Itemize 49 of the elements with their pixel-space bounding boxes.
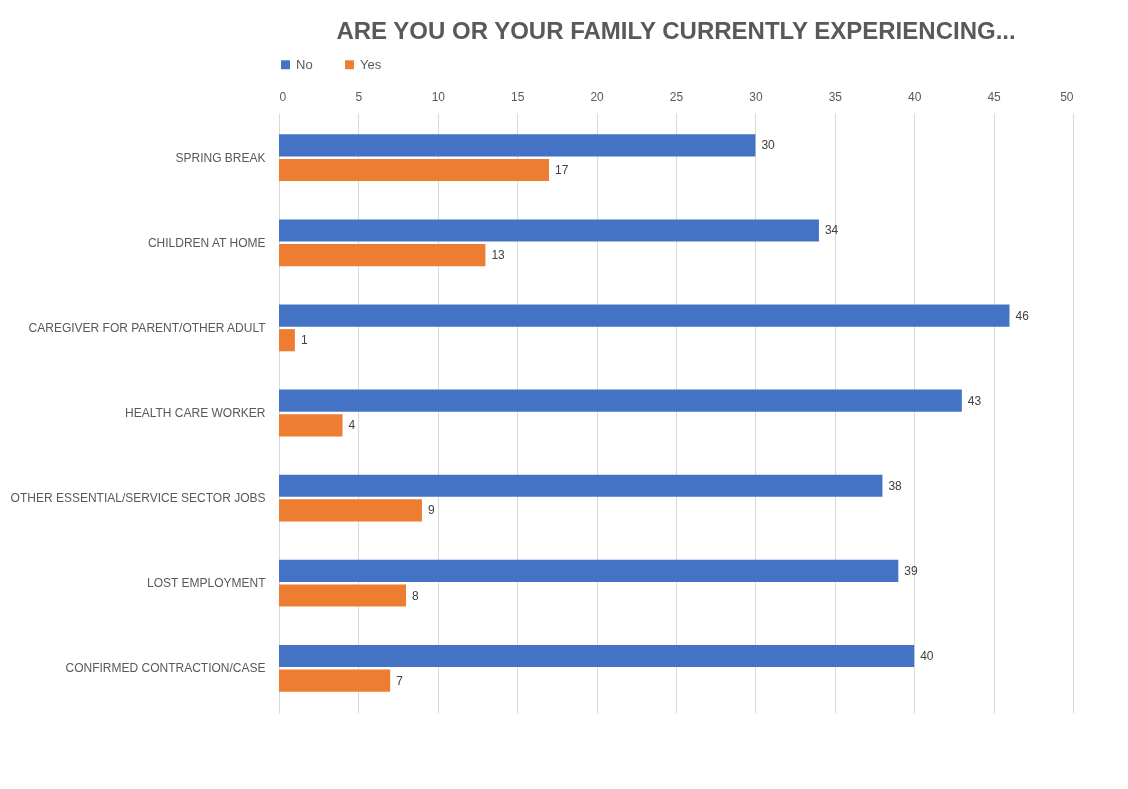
bar	[279, 389, 962, 412]
data-label: 46	[1015, 308, 1030, 323]
bar	[279, 559, 899, 582]
bar	[279, 219, 819, 242]
y-tick-label: HEALTH CARE WORKER	[125, 406, 266, 420]
data-label: 9	[427, 503, 435, 518]
x-tick-label: 35	[828, 89, 843, 104]
bar	[279, 499, 422, 522]
x-tick-label: 10	[431, 89, 446, 104]
data-label: 1	[300, 333, 308, 348]
data-label: 7	[396, 673, 404, 688]
data-label: 38	[888, 478, 903, 493]
x-tick-label: 30	[749, 89, 763, 104]
y-tick-label: CONFIRMED CONTRACTION/CASE	[65, 661, 266, 676]
data-label: 17	[554, 163, 569, 177]
bar	[279, 644, 915, 668]
x-tick-label: 5	[355, 89, 363, 104]
x-tick-label: 40	[908, 89, 922, 104]
bar	[279, 329, 295, 352]
x-tick-label: 50	[1060, 89, 1074, 104]
bar	[279, 158, 549, 182]
bar	[279, 584, 407, 607]
bar	[279, 304, 1010, 327]
bar	[279, 244, 486, 267]
x-tick-label: 15	[511, 89, 525, 104]
x-tick-label: 0	[279, 89, 287, 104]
y-tick-label: OTHER ESSENTIAL/SERVICE SECTOR JOBS	[10, 491, 266, 506]
bar	[279, 669, 391, 692]
data-label: 34	[824, 223, 839, 238]
data-label: 8	[412, 588, 420, 603]
bar	[279, 134, 756, 157]
x-tick-label: 20	[590, 89, 605, 104]
x-tick-label: 45	[987, 89, 1002, 104]
chart-title: ARE YOU OR YOUR FAMILY CURRENTLY EXPERIENCING...	[336, 17, 1016, 44]
bar	[279, 474, 883, 497]
data-label: 39	[904, 563, 918, 578]
x-tick-label: 25	[669, 89, 684, 104]
y-tick-label: CAREGIVER FOR PARENT/OTHER ADULT	[28, 320, 267, 335]
legend-label: No	[296, 56, 313, 72]
y-tick-label: LOST EMPLOYMENT	[147, 576, 267, 591]
data-label: 13	[491, 248, 506, 263]
data-label: 40	[920, 649, 934, 663]
legend-label: Yes	[360, 56, 382, 72]
data-label: 30	[761, 138, 776, 153]
data-label: 4	[348, 418, 356, 433]
data-label: 43	[967, 393, 982, 408]
bar	[279, 414, 343, 437]
y-tick-label: SPRING BREAK	[175, 150, 266, 165]
y-tick-label: CHILDREN AT HOME	[147, 235, 266, 250]
